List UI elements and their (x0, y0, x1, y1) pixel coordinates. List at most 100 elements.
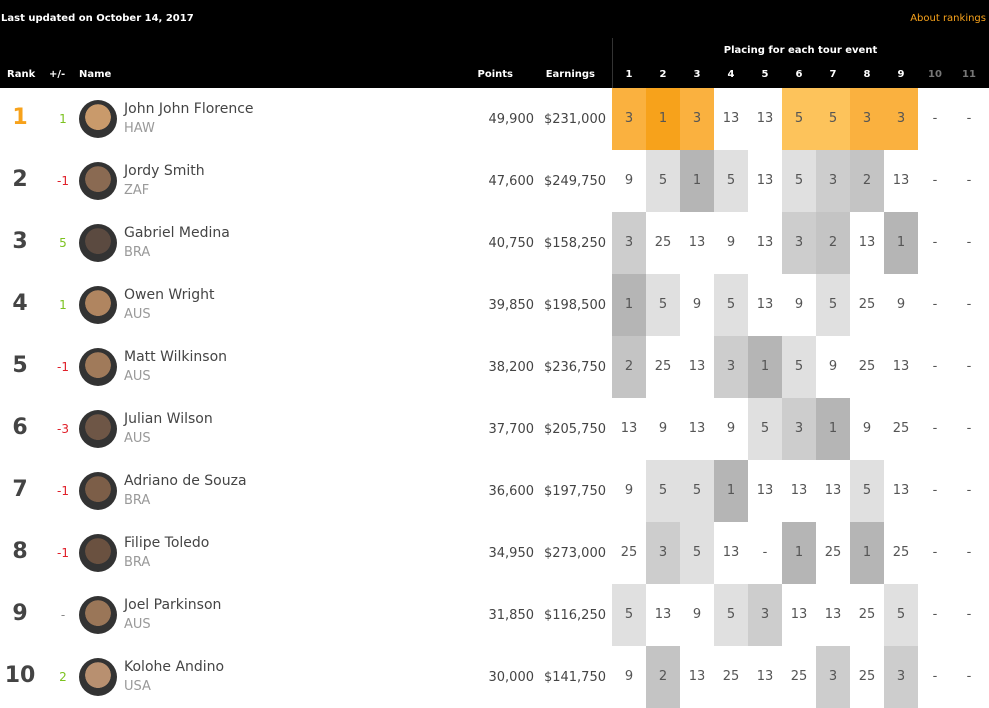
table-row: 8 -1 Filipe Toledo BRA 34,950 $273,000 25 3 5 13-… (0, 522, 989, 584)
placing-cell: 13 (884, 336, 918, 398)
points: 31,850 (488, 608, 535, 623)
placing-cell: 5 (816, 88, 850, 150)
rank-change: -1 (57, 174, 69, 188)
surfer-name: John John Florence (124, 101, 254, 117)
placing-cell: 3 (612, 212, 646, 274)
country: USA (124, 679, 151, 694)
avatar (79, 410, 117, 448)
placing-cell: 5 (714, 584, 748, 646)
surfer-name: Gabriel Medina (124, 225, 230, 241)
placing-cell: 13 (748, 274, 782, 336)
placing-cell: - (952, 150, 986, 212)
rank-change: -1 (57, 484, 69, 498)
placing-cell: 9 (714, 212, 748, 274)
country: BRA (124, 493, 151, 508)
earnings: $249,750 (543, 174, 606, 189)
placing-cell: 25 (816, 522, 850, 584)
rank: 8 (12, 539, 28, 564)
col-header: Points (477, 69, 513, 80)
avatar (79, 162, 117, 200)
event-header: 11 (962, 69, 976, 80)
placing-cell: 9 (612, 646, 646, 708)
placing-cell: 3 (884, 88, 918, 150)
table-row: 9- Joel Parkinson AUS 31,850 $116,250 5 13 9 5 3 1… (0, 584, 989, 646)
placing-cell: 1 (850, 522, 884, 584)
placing-cell: 5 (714, 150, 748, 212)
placing-cell: 1 (680, 150, 714, 212)
rank-change: 1 (59, 112, 67, 126)
country: HAW (124, 121, 155, 136)
surfer-name: Joel Parkinson (124, 597, 222, 613)
rank: 9 (12, 601, 28, 626)
placing-cell: - (918, 212, 952, 274)
placing-cell: - (748, 522, 782, 584)
country: BRA (124, 555, 151, 570)
col-header: Name (79, 69, 112, 80)
event-header: 7 (829, 69, 837, 80)
rank: 4 (12, 291, 28, 316)
event-header: 9 (897, 69, 905, 80)
placing-cell: - (918, 460, 952, 522)
surfer-name: Owen Wright (124, 287, 215, 303)
placing-cell: 3 (646, 522, 680, 584)
placing-cell: 5 (782, 150, 816, 212)
placing-cell: 25 (850, 336, 884, 398)
points: 30,000 (488, 670, 535, 685)
event-header: 8 (863, 69, 871, 80)
placing-cell: - (952, 522, 986, 584)
placing-cell: 13 (816, 460, 850, 522)
updated-note: Last updated on October 14, 2017 (1, 13, 194, 24)
event-header: 6 (795, 69, 803, 80)
rank: 1 (12, 105, 28, 130)
avatar (79, 100, 117, 138)
placing-cell: 25 (646, 336, 680, 398)
placing-cell: 2 (646, 646, 680, 708)
placing-cell: - (918, 646, 952, 708)
points: 34,950 (488, 546, 535, 561)
rank-change: 1 (59, 298, 67, 312)
placing-cell: 13 (782, 460, 816, 522)
placing-cell: 3 (782, 398, 816, 460)
placing-cell: 5 (680, 460, 714, 522)
placing-cell: 13 (680, 646, 714, 708)
points: 37,700 (488, 422, 535, 437)
table-row: 7 -1 Adriano de Souza BRA 36,600 $197,750 9 5 5 1… (0, 460, 989, 522)
top-bar: Last updated on October 14, 2017 About r… (0, 0, 989, 38)
placing-cell: 9 (714, 398, 748, 460)
col-header: Earnings (545, 69, 595, 80)
points: 39,850 (488, 298, 535, 313)
points: 38,200 (488, 360, 535, 375)
country: AUS (124, 617, 151, 632)
placing-cell: 3 (850, 88, 884, 150)
surfer-name: Jordy Smith (124, 163, 205, 179)
placing-cell: 1 (884, 212, 918, 274)
rank: 7 (12, 477, 28, 502)
placing-cell: 5 (714, 274, 748, 336)
event-header: 5 (761, 69, 769, 80)
event-header: 4 (727, 69, 735, 80)
placing-cell: - (952, 88, 986, 150)
placing-cell: - (952, 336, 986, 398)
placing-cell: 13 (612, 398, 646, 460)
col-header: Rank (7, 69, 36, 80)
rank: 10 (4, 663, 36, 688)
placing-cell: 9 (850, 398, 884, 460)
placing-cell: 5 (612, 584, 646, 646)
placing-cell: 13 (816, 584, 850, 646)
earnings: $273,000 (543, 546, 606, 561)
placing-cell: 13 (748, 460, 782, 522)
placing-cell: - (952, 646, 986, 708)
avatar (79, 286, 117, 324)
placing-cell: 5 (884, 584, 918, 646)
rank: 3 (12, 229, 28, 254)
placing-cell: - (952, 398, 986, 460)
placing-cell: 5 (680, 522, 714, 584)
surfer-name: Julian Wilson (124, 411, 213, 427)
placing-cell: 3 (816, 646, 850, 708)
table-row: 5 -1 Matt Wilkinson AUS 38,200 $236,750 2 25 13 3… (0, 336, 989, 398)
placing-cell: 13 (714, 88, 748, 150)
placing-cell: 9 (612, 460, 646, 522)
earnings: $205,750 (543, 422, 606, 437)
placing-cell: 25 (714, 646, 748, 708)
about-link[interactable]: About rankings (910, 13, 986, 24)
